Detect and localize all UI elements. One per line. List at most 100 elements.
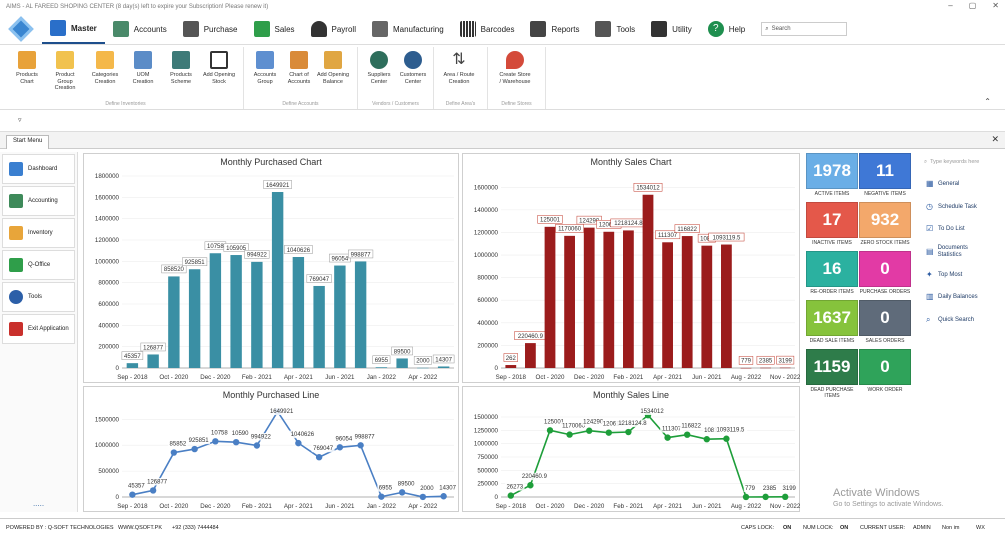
bar [396, 358, 408, 368]
data-label: 1218124.8 [614, 221, 643, 227]
customers-center-button[interactable]: Customers Center [396, 51, 430, 85]
kpi-tile-inactive-items[interactable]: 17 [806, 202, 858, 238]
data-label-box [738, 356, 754, 365]
add-opening-stock-button[interactable]: Add Opening Stock [202, 51, 236, 85]
report-icon [530, 21, 547, 37]
products-scheme-button[interactable]: Products Scheme [164, 51, 198, 85]
sidebar-item-inventory[interactable]: Inventory [2, 218, 75, 248]
quick-item-general[interactable]: ▦ General [926, 179, 960, 188]
menu-manufacturing[interactable]: Manufacturing [364, 14, 452, 44]
search-icon: ⌕ [765, 25, 769, 32]
ribbon-group-label: Vendors / Customers [372, 101, 419, 107]
data-label-box [702, 426, 719, 435]
quick-item-documents-statistics[interactable]: ▤ Documents Statistics [926, 245, 968, 258]
data-label: 220460.9 [522, 474, 548, 480]
x-tick-label: Jun - 2021 [325, 374, 355, 381]
x-tick-label: Nov - 2022 [770, 374, 801, 381]
menu-utility[interactable]: Utility [643, 14, 700, 44]
keyword-search[interactable]: ⌕ Type keywords here [924, 158, 980, 166]
bar [662, 242, 673, 368]
menu-help[interactable]: ? Help [700, 14, 753, 44]
kpi-tile-active-items[interactable]: 1978 [806, 153, 858, 189]
close-tab-icon[interactable]: ✕ [991, 134, 999, 144]
menu-sales[interactable]: Sales [246, 14, 303, 44]
minimize-icon[interactable]: – [948, 1, 953, 10]
maximize-icon[interactable]: ▢ [968, 1, 977, 10]
data-label-box [209, 428, 230, 437]
chart-of-accounts-button[interactable]: Chart of Accounts [282, 51, 316, 85]
uom-creation-button[interactable]: UOM Creation [126, 51, 160, 85]
customize-icon[interactable]: ▿ [18, 117, 22, 124]
quick-item-quick-search[interactable]: ⌕ Quick Search [926, 315, 975, 324]
quick-item-to-do-list[interactable]: ☑ To Do List [926, 224, 965, 233]
quick-item-top-most[interactable]: ✦ Top Most [926, 270, 963, 279]
location-pin-icon [506, 51, 524, 69]
menu-tools[interactable]: Tools [587, 14, 643, 44]
phone-number: +92 (333) 7444484 [172, 525, 219, 531]
data-label-box [353, 432, 377, 441]
bar [147, 354, 159, 368]
y-tick-label: 0 [495, 494, 499, 501]
exit-icon [9, 322, 23, 336]
categories-button[interactable]: Categories Creation [88, 51, 122, 85]
ribbon-group-areas: ⇅ Area / Route Creation Define Area's [434, 47, 488, 109]
bar [271, 192, 284, 368]
data-label: 124290 [579, 218, 600, 224]
close-icon[interactable]: ✕ [992, 1, 999, 10]
chart-svg: 0 200000 400000 600000 800000 1000000 1200000 1… [474, 182, 801, 381]
kpi-tile-dead-sale-items[interactable]: 1637 [806, 300, 858, 336]
magnifier-icon: ⌕ [926, 315, 931, 324]
x-tick-label: Feb - 2021 [242, 503, 272, 510]
kpi-tile-caption: DEAD SALE ITEMS [809, 338, 855, 344]
y-tick-label: 1400000 [474, 207, 499, 214]
kpi-tile-zero-stock-items[interactable]: 932 [859, 202, 911, 238]
data-label-box [679, 422, 703, 430]
suppliers-center-button[interactable]: Suppliers Center [362, 51, 396, 85]
accounts-group-button[interactable]: Accounts Group [248, 51, 282, 85]
tab-start-menu[interactable]: Start Menu [6, 135, 50, 149]
add-opening-balance-button[interactable]: Add Opening Balance [316, 51, 350, 85]
products-chart-button[interactable]: Products Chart [10, 51, 44, 85]
y-tick-label: 400000 [477, 320, 498, 327]
bar [564, 235, 575, 368]
area-route-button[interactable]: ⇅ Area / Route Creation [443, 51, 475, 85]
menu-accounts[interactable]: Accounts [105, 14, 175, 44]
menu-payroll[interactable]: Payroll [303, 14, 364, 44]
y-tick-label: 0 [116, 365, 120, 372]
website-link[interactable]: WWW.QSOFT.PK [118, 525, 162, 531]
kpi-tile-purchase-orders[interactable]: 0 [859, 251, 911, 287]
sidebar-item-tools[interactable]: Tools [2, 282, 75, 312]
bar [681, 236, 693, 368]
sidebar-item-accounting[interactable]: Accounting [2, 186, 75, 216]
app-logo-icon[interactable] [0, 14, 42, 44]
chart-monthly-sales: Monthly Sales Chart 0 200000 400000 600000 8… [462, 153, 801, 383]
quick-item-daily-balances[interactable]: ▥ Daily Balances [926, 292, 978, 301]
data-point [586, 427, 593, 434]
kpi-tile-re-order-items[interactable]: 16 [806, 251, 858, 287]
collapse-ribbon-icon[interactable]: ⌃ [984, 97, 991, 106]
data-label-box [249, 432, 273, 441]
data-label-box [121, 351, 144, 360]
x-tick-label: Sep - 2018 [496, 374, 527, 381]
sidebar-more[interactable]: ..... [32, 499, 45, 508]
search-icon: ⌕ [924, 158, 928, 165]
purchase-icon [182, 21, 199, 37]
menu-barcodes[interactable]: Barcodes [452, 14, 523, 44]
product-group-button[interactable]: Product Group Creation [48, 51, 82, 92]
data-point [546, 427, 554, 434]
kpi-tile-dead-purchase-items[interactable]: 1159 [806, 349, 858, 385]
ribbon-group-label: Define Accounts [282, 101, 319, 107]
menu-master[interactable]: Master [42, 14, 105, 44]
sidebar-item-q-office[interactable]: Q-Office [2, 250, 75, 280]
search-box[interactable]: ⌕ Search [761, 22, 848, 36]
kpi-tile-work-order[interactable]: 0 [859, 349, 911, 385]
sidebar-item-dashboard[interactable]: Dashboard [2, 154, 75, 184]
create-store-button[interactable]: Create Store / Warehouse [498, 51, 532, 85]
kpi-tile-negative-items[interactable]: 11 [859, 153, 911, 189]
data-label: 96054 [336, 436, 353, 442]
kpi-tile-sales-orders[interactable]: 0 [859, 300, 911, 336]
sidebar-item-exit[interactable]: Exit Application [2, 314, 75, 344]
menu-purchase[interactable]: Purchase [175, 14, 246, 44]
quick-item-schedule-task[interactable]: ◷ Schedule Task [926, 202, 977, 211]
menu-reports[interactable]: Reports [522, 14, 587, 44]
